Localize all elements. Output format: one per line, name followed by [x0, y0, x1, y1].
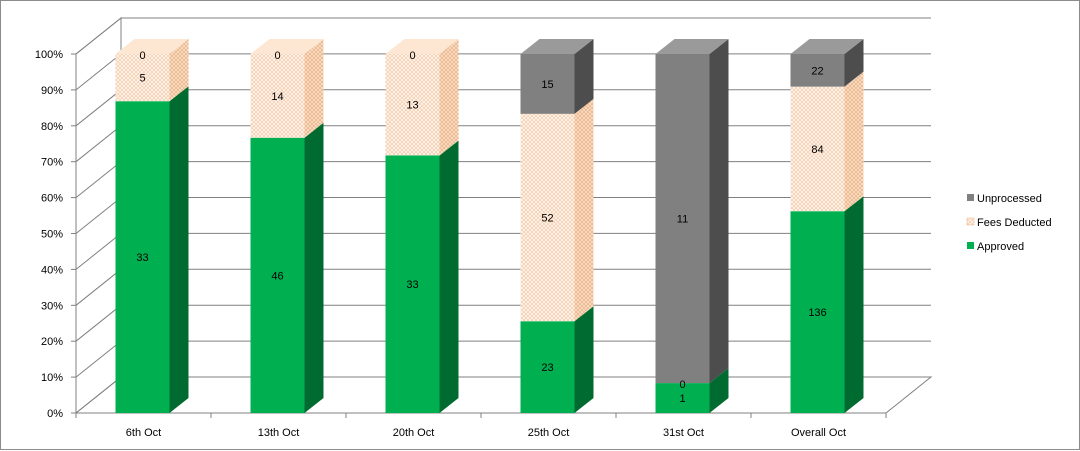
bar-segment — [790, 54, 845, 87]
data-label: 33 — [406, 279, 418, 291]
x-axis-ticks: 6th Oct 13th Oct 20th Oct 25th Oct 31st Oct O… — [75, 412, 887, 439]
x-tick-label: 31st Oct — [663, 427, 704, 439]
bar-segment-side — [169, 86, 189, 413]
bar-segment — [790, 211, 845, 413]
bar-segment — [655, 383, 710, 413]
bar-segment-side — [304, 39, 324, 138]
gridline-diag — [75, 197, 122, 234]
gridline-diag — [75, 17, 122, 55]
bar-segment-top — [520, 39, 594, 54]
gridline-diag — [75, 125, 122, 163]
bar-segment-top — [115, 39, 189, 54]
data-label: 0 — [409, 50, 415, 62]
bar-segment-top — [655, 39, 729, 54]
data-label: 33 — [136, 252, 148, 264]
data-label: 5 — [139, 73, 145, 85]
y-axis-ticks: 0% 10% 20% 30% 40% 50% 60% 70% 80% 90% 100% — [35, 49, 77, 420]
bar-segment-side — [439, 140, 459, 413]
bar-segment-side — [574, 39, 594, 114]
data-label: 0 — [139, 50, 145, 62]
bar-segment-side — [574, 98, 594, 322]
data-labels: 33 5 0 46 14 0 33 13 0 23 52 15 1 0 11 136 84 22 — [136, 50, 826, 405]
data-label: 15 — [541, 79, 553, 91]
y-tick-label: 0% — [47, 408, 63, 420]
bar-segment — [655, 54, 710, 384]
bar-segment-side — [439, 39, 459, 156]
bar-segment — [520, 113, 575, 322]
x-tick-label: 13th Oct — [258, 427, 300, 439]
y-tick-label: 60% — [41, 193, 63, 205]
bar-segment — [520, 54, 575, 114]
bar-segment — [115, 101, 170, 413]
x-tick-label: 6th Oct — [126, 427, 161, 439]
legend-swatch — [967, 242, 974, 249]
bar-segment-side — [709, 368, 729, 413]
data-label: 13 — [406, 100, 418, 112]
x-tick-label: Overall Oct — [791, 427, 846, 439]
data-label: 0 — [679, 379, 685, 391]
y-tick-label: 90% — [41, 85, 63, 97]
bar-segment-side — [844, 39, 864, 87]
bar-segment-side — [574, 306, 594, 413]
bar-segment — [385, 54, 440, 156]
data-label: 1 — [679, 393, 685, 405]
y-tick-label: 40% — [41, 264, 63, 276]
gridline-diag — [75, 268, 122, 306]
legend-label: Fees Deducted — [977, 217, 1052, 229]
data-label: 11 — [677, 214, 688, 226]
bar-segment — [520, 321, 575, 413]
gridline-diag — [75, 304, 122, 342]
legend-swatch — [967, 194, 974, 201]
data-label: 23 — [541, 362, 553, 374]
bar-segment-side — [709, 39, 729, 384]
legend-label: Approved — [977, 241, 1024, 253]
bar-segment-top — [790, 39, 864, 54]
legend-swatch — [966, 217, 975, 226]
data-label: 136 — [808, 307, 826, 319]
gridline-diag — [75, 53, 122, 91]
bar-segment-side — [304, 122, 324, 414]
data-label: 46 — [271, 270, 283, 282]
data-label: 52 — [541, 213, 553, 225]
gridline-diag — [75, 161, 122, 198]
data-label: 22 — [811, 65, 823, 77]
bar-segment — [115, 54, 170, 102]
legend-label: Unprocessed — [977, 193, 1042, 205]
y-tick-label: 100% — [35, 49, 63, 61]
bars — [115, 39, 864, 414]
y-tick-label: 20% — [41, 336, 63, 348]
y-tick-label: 80% — [41, 121, 63, 133]
bar-segment-side — [844, 71, 864, 212]
y-tick-label: 30% — [41, 300, 63, 312]
gridline-diag — [75, 89, 122, 127]
y-tick-label: 50% — [41, 229, 63, 241]
y-tick-label: 10% — [41, 372, 63, 384]
bar-segment — [250, 137, 305, 413]
x-tick-label: 25th Oct — [528, 427, 570, 439]
gridline-diag — [75, 340, 122, 378]
data-label: 84 — [811, 144, 823, 156]
bar-segment-side — [169, 39, 189, 102]
gridline-diag — [75, 233, 122, 270]
bar-segment — [250, 54, 305, 138]
bar-segment-top — [250, 39, 324, 54]
data-label: 0 — [274, 50, 280, 62]
bar-segment — [385, 155, 440, 413]
legend: Unprocessed Fees Deducted Approved — [966, 193, 1052, 253]
data-label: 14 — [271, 91, 283, 103]
y-tick-label: 70% — [41, 157, 63, 169]
x-tick-label: 20th Oct — [393, 427, 435, 439]
bar-segment — [790, 86, 845, 212]
bar-segment-top — [385, 39, 459, 54]
bar-segment-side — [844, 196, 864, 413]
